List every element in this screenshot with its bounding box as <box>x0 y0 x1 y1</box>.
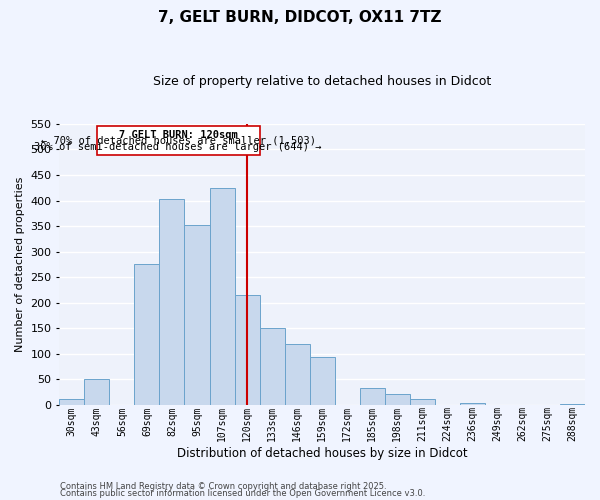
Bar <box>85 380 109 405</box>
Bar <box>160 200 184 405</box>
Bar <box>284 344 310 405</box>
Bar <box>235 295 260 405</box>
Text: 30% of semi-detached houses are larger (644) →: 30% of semi-detached houses are larger (… <box>34 142 322 152</box>
Bar <box>260 328 284 405</box>
Bar <box>360 388 385 405</box>
FancyBboxPatch shape <box>97 126 260 154</box>
Text: Contains HM Land Registry data © Crown copyright and database right 2025.: Contains HM Land Registry data © Crown c… <box>60 482 386 491</box>
Bar <box>184 225 209 405</box>
Bar <box>209 188 235 405</box>
Text: Contains public sector information licensed under the Open Government Licence v3: Contains public sector information licen… <box>60 490 425 498</box>
Bar <box>310 358 335 405</box>
Bar <box>460 403 485 405</box>
Text: ← 70% of detached houses are smaller (1,503): ← 70% of detached houses are smaller (1,… <box>41 136 316 145</box>
Title: Size of property relative to detached houses in Didcot: Size of property relative to detached ho… <box>153 75 491 88</box>
Y-axis label: Number of detached properties: Number of detached properties <box>15 176 25 352</box>
X-axis label: Distribution of detached houses by size in Didcot: Distribution of detached houses by size … <box>177 447 467 460</box>
Bar <box>385 394 410 405</box>
Bar <box>134 264 160 405</box>
Bar <box>410 398 435 405</box>
Bar <box>59 398 85 405</box>
Bar <box>560 404 585 405</box>
Text: 7, GELT BURN, DIDCOT, OX11 7TZ: 7, GELT BURN, DIDCOT, OX11 7TZ <box>158 10 442 25</box>
Text: 7 GELT BURN: 120sqm: 7 GELT BURN: 120sqm <box>119 130 238 140</box>
